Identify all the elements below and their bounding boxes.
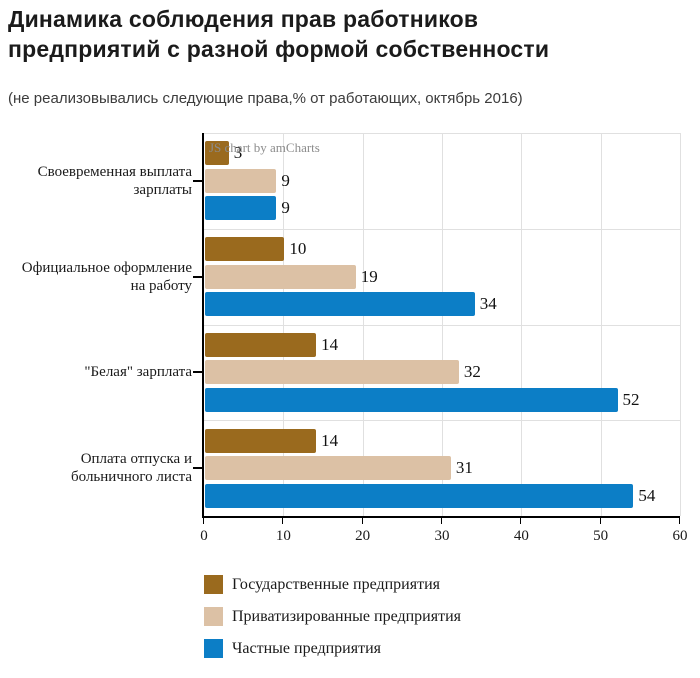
bar xyxy=(205,168,277,193)
x-axis-label: 0 xyxy=(200,528,208,544)
x-axis-tick xyxy=(203,518,204,524)
chart-subtitle: (не реализовывались следующие права,% от… xyxy=(8,90,523,107)
legend-swatch xyxy=(204,607,223,626)
bar xyxy=(205,332,317,357)
bar-value-label: 34 xyxy=(479,294,497,314)
bar-value-label: 54 xyxy=(638,485,656,505)
bar xyxy=(205,360,459,385)
bar xyxy=(205,196,277,221)
bar-value-label: 14 xyxy=(321,334,339,354)
grid-line-vertical xyxy=(680,133,681,516)
grid-line-vertical xyxy=(521,133,523,516)
bar-value-label: 31 xyxy=(455,458,473,478)
bar-value-label: 9 xyxy=(281,198,290,218)
legend-label: Приватизированные предприятия xyxy=(232,608,461,625)
bar xyxy=(205,141,229,166)
category-tick xyxy=(193,275,204,278)
category-tick xyxy=(193,179,204,182)
bar xyxy=(205,483,634,508)
page-title-line-2: предприятий с разной формой собственност… xyxy=(8,36,550,62)
x-axis-tick xyxy=(599,518,601,524)
legend-label: Государственные предприятия xyxy=(232,576,440,593)
bar-value-label: 19 xyxy=(360,266,378,286)
legend-item[interactable]: Приватизированные предприятия xyxy=(204,607,524,627)
x-axis-label: 40 xyxy=(513,528,529,544)
category-label: Оплата отпуска и больничного листа xyxy=(71,451,192,486)
x-axis-label: 50 xyxy=(593,528,609,544)
legend-swatch xyxy=(204,575,223,594)
bar xyxy=(205,264,356,289)
x-axis-label: 20 xyxy=(355,528,371,544)
x-axis-label: 10 xyxy=(275,528,291,544)
amcharts-watermark-link[interactable]: JS chart by amCharts xyxy=(209,140,320,155)
bar-value-label: 10 xyxy=(289,239,307,259)
grid-line-vertical xyxy=(362,133,364,516)
x-axis-tick xyxy=(361,518,363,524)
x-axis-tick xyxy=(520,518,522,524)
x-axis-label: 60 xyxy=(672,528,688,544)
bar-value-label: 9 xyxy=(281,170,290,190)
x-axis-label: 30 xyxy=(434,528,450,544)
bar xyxy=(205,387,618,412)
legend-label: Частные предприятия xyxy=(232,640,381,657)
legend-item[interactable]: Государственные предприятия xyxy=(204,575,524,595)
grid-line-vertical xyxy=(600,133,602,516)
legend-item[interactable]: Частные предприятия xyxy=(204,639,524,659)
bar-value-label: 52 xyxy=(622,389,640,409)
bar-value-label: 14 xyxy=(321,430,339,450)
grid-line-vertical xyxy=(283,133,285,516)
bar-value-label: 32 xyxy=(463,362,481,382)
x-axis-line xyxy=(202,516,680,518)
x-axis-tick xyxy=(679,518,680,524)
category-tick xyxy=(193,467,204,470)
bar xyxy=(205,456,451,481)
legend-swatch xyxy=(204,639,223,658)
bar-value-label: 3 xyxy=(233,143,243,163)
x-axis-tick xyxy=(282,518,284,524)
category-label: Официальное оформление на работу xyxy=(21,259,192,294)
category-tick xyxy=(193,371,204,374)
x-axis-tick xyxy=(441,518,442,524)
page-title-line-1: Динамика соблюдения прав работников xyxy=(8,6,479,32)
bar xyxy=(205,428,317,453)
category-label: Своевременная выплата зарплаты xyxy=(37,163,192,198)
page-title: Динамика соблюдения прав работников пред… xyxy=(8,4,549,64)
bar xyxy=(205,237,285,262)
grid-line-vertical xyxy=(442,133,443,516)
bar xyxy=(205,292,475,317)
category-label: "Белая" зарплата xyxy=(84,364,192,381)
y-axis-line xyxy=(202,133,204,518)
